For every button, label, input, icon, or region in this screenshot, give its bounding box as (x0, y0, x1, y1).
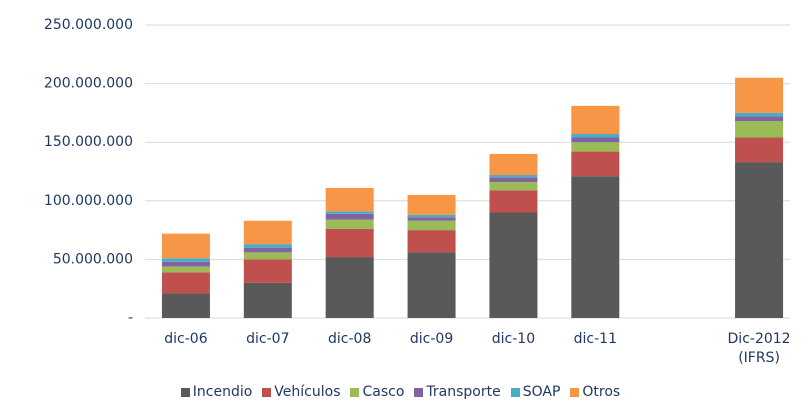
x-tick-label: Dic-2012 (IFRS) (727, 331, 791, 366)
bar-segment (325, 213, 374, 220)
legend-label: Incendio (192, 384, 253, 400)
bar-segment (161, 293, 210, 318)
bar-segment (735, 112, 784, 117)
y-tick-label: 150.000.000 (44, 134, 133, 150)
bar-segment (489, 182, 538, 191)
x-tick-label: dic-09 (409, 331, 454, 347)
bar-segment (489, 175, 538, 178)
bar-segment (489, 190, 538, 213)
bar-segment (489, 153, 538, 176)
bar-segment (735, 116, 784, 122)
x-tick-label: dic-07 (246, 331, 290, 347)
bar-segment (243, 220, 292, 245)
legend-label: Transporte (426, 384, 501, 400)
bar-segment (325, 219, 374, 229)
bar-segment (325, 228, 374, 258)
bar-segment (407, 230, 456, 253)
bar-segment (161, 272, 210, 294)
legend-swatch (180, 387, 190, 397)
bar-segment (161, 258, 210, 262)
bar-segment (489, 212, 538, 318)
y-tick-label: 50.000.000 (53, 251, 133, 267)
bar-segment (243, 252, 292, 260)
bar-segment (735, 77, 784, 113)
bar-segment (571, 133, 620, 138)
x-tick-label: dic-10 (491, 331, 536, 347)
bar-segment (735, 162, 784, 318)
bar-segment (571, 151, 620, 177)
legend-item: Incendio (180, 384, 253, 400)
legend-swatch (510, 387, 520, 397)
legend-item: Transporte (414, 384, 501, 400)
bar-segment (407, 214, 456, 218)
bar-segment (243, 244, 292, 248)
bar-segment (407, 220, 456, 231)
bar-segment (571, 176, 620, 318)
bar-segment (489, 177, 538, 183)
bar-segment (243, 282, 292, 318)
bar-segment (161, 266, 210, 273)
legend-swatch (570, 387, 580, 397)
bar-segment (407, 217, 456, 221)
legend-item: SOAP (510, 384, 561, 400)
legend-label: Casco (362, 384, 405, 400)
legend-label: Vehículos (274, 384, 341, 400)
bar-segment (161, 233, 210, 259)
x-tick-label: dic-11 (573, 331, 617, 347)
legend-item: Vehículos (262, 384, 340, 400)
bar-segment (243, 247, 292, 253)
legend-item: Otros (570, 384, 620, 400)
x-tick-label: dic-08 (328, 331, 372, 347)
bar-segment (571, 142, 620, 152)
bar-segment (243, 259, 292, 283)
bar-segment (571, 105, 620, 134)
legend-item: Casco (350, 384, 404, 400)
bar-segment (735, 121, 784, 138)
bar-segment (407, 252, 456, 318)
x-tick-label: dic-06 (164, 331, 208, 347)
y-tick-label: 100.000.000 (44, 193, 133, 209)
y-tick-label: - (128, 310, 133, 326)
bar-segment (407, 194, 456, 215)
legend: Incendio Vehículos Casco Transporte SOAP Otro… (0, 384, 801, 400)
bar-segment (735, 137, 784, 163)
legend-swatch (414, 387, 424, 397)
y-tick-label: 250.000.000 (44, 17, 133, 33)
legend-label: SOAP (522, 384, 561, 400)
legend-label: Otros (582, 384, 621, 400)
legend-swatch (350, 387, 360, 397)
bar-segment (571, 137, 620, 143)
bar-segment (161, 261, 210, 267)
bar-segment (325, 257, 374, 318)
legend-swatch (262, 387, 272, 397)
bar-segment (325, 211, 374, 214)
y-tick-label: 200.000.000 (44, 76, 133, 92)
bar-segment (325, 187, 374, 212)
